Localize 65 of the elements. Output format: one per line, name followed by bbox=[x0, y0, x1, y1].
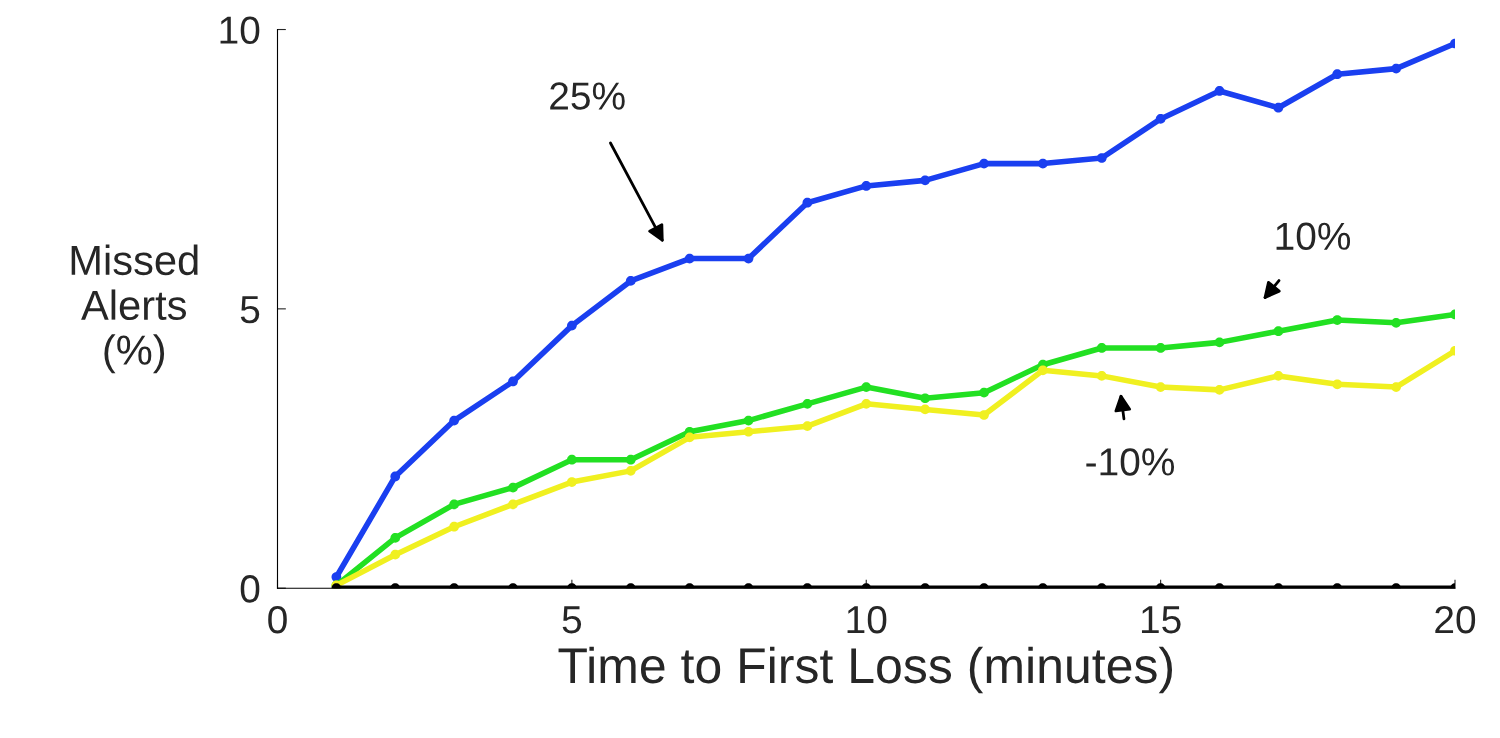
point bbox=[743, 426, 754, 437]
point bbox=[920, 404, 930, 415]
y-tick-label: 5 bbox=[240, 296, 260, 324]
point bbox=[920, 175, 930, 186]
y-tick-label: 10 bbox=[220, 16, 260, 44]
point bbox=[390, 471, 401, 482]
point bbox=[684, 253, 695, 264]
point bbox=[1273, 326, 1284, 337]
point bbox=[567, 454, 577, 465]
point bbox=[625, 276, 636, 286]
point bbox=[684, 432, 695, 443]
x-tick-label: 0 bbox=[268, 605, 287, 634]
point bbox=[979, 387, 989, 398]
point bbox=[508, 499, 518, 510]
point bbox=[861, 398, 872, 409]
point bbox=[920, 393, 930, 404]
x-axis-title: Time to First Loss (minutes) bbox=[558, 646, 1173, 694]
point bbox=[1391, 63, 1401, 74]
point bbox=[1214, 385, 1225, 395]
point bbox=[449, 499, 459, 510]
point bbox=[1155, 382, 1166, 392]
point bbox=[1038, 365, 1048, 376]
point bbox=[1096, 153, 1107, 163]
x-tick-label: 15 bbox=[1141, 606, 1181, 634]
point bbox=[861, 181, 872, 191]
point bbox=[449, 415, 459, 426]
point bbox=[1273, 371, 1284, 381]
point bbox=[1096, 371, 1107, 381]
point bbox=[508, 482, 518, 493]
point bbox=[625, 466, 636, 476]
point bbox=[449, 521, 459, 532]
point bbox=[743, 253, 754, 264]
x-tick-label: 5 bbox=[562, 606, 582, 634]
annotation: 10% bbox=[1276, 222, 1351, 251]
point bbox=[1038, 158, 1048, 169]
point bbox=[979, 410, 989, 420]
point bbox=[508, 376, 518, 387]
point bbox=[1214, 86, 1225, 96]
x-tick-label: 10 bbox=[847, 605, 887, 634]
point bbox=[1332, 379, 1343, 390]
point bbox=[1096, 343, 1107, 353]
y-axis-title: Missed Alerts (%) bbox=[71, 244, 198, 374]
annotation: 25% bbox=[550, 82, 625, 110]
point bbox=[743, 415, 754, 426]
point bbox=[1332, 69, 1343, 80]
point bbox=[1155, 343, 1166, 353]
y-tick-label: 0 bbox=[240, 575, 260, 603]
point bbox=[1214, 337, 1225, 348]
point bbox=[802, 398, 813, 409]
point bbox=[1332, 315, 1343, 325]
point bbox=[390, 533, 401, 543]
point bbox=[979, 158, 989, 169]
annotation: -10% bbox=[1086, 448, 1175, 476]
point bbox=[1273, 102, 1284, 113]
point bbox=[1391, 382, 1401, 392]
point bbox=[802, 421, 813, 432]
point bbox=[625, 454, 636, 465]
point bbox=[567, 477, 577, 487]
point bbox=[861, 382, 872, 392]
point bbox=[390, 549, 401, 560]
x-tick-label: 20 bbox=[1435, 605, 1476, 634]
point bbox=[802, 197, 813, 208]
point bbox=[1391, 317, 1401, 328]
point bbox=[1155, 114, 1166, 124]
point bbox=[567, 320, 577, 331]
